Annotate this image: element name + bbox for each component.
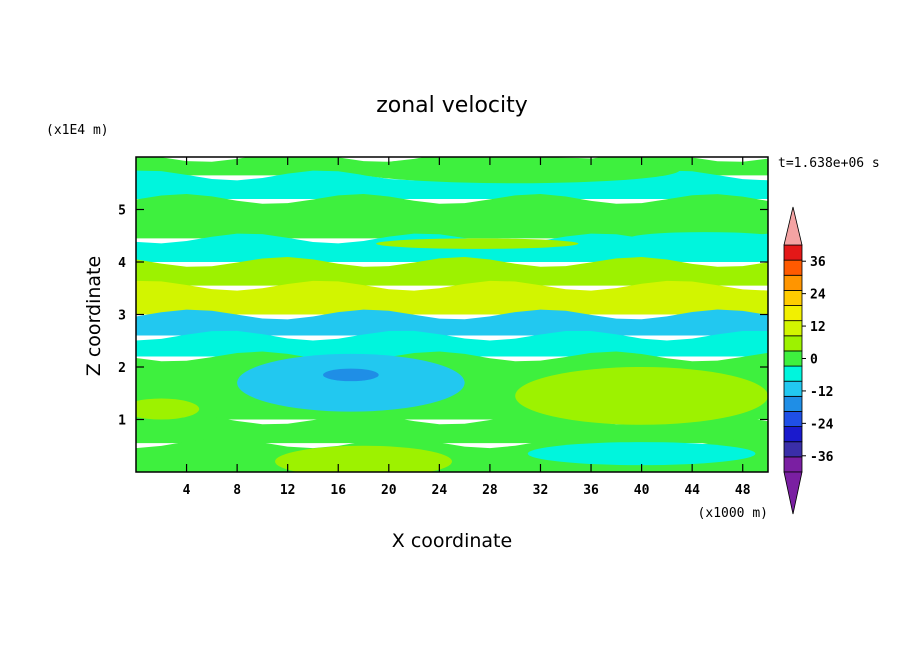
colorbar-segment <box>783 335 803 352</box>
colorbar-segment <box>783 380 803 397</box>
contour-region <box>376 238 579 249</box>
colorbar-segment <box>783 365 803 382</box>
y-tick-label: 4 <box>118 256 126 271</box>
y-tick-label: 2 <box>118 361 126 376</box>
contour-field <box>136 157 768 472</box>
colorbar-label: 12 <box>810 320 826 335</box>
colorbar-label: 0 <box>810 353 818 368</box>
colorbar-label: -12 <box>810 385 833 400</box>
x-tick-label: 12 <box>280 483 296 498</box>
colorbar-segment <box>783 320 803 337</box>
colorbar-segment <box>783 350 803 367</box>
contour-band <box>136 309 768 336</box>
colorbar: 36 24 12 0 -12 -24 -36 <box>783 206 834 515</box>
x-tick-label: 8 <box>233 483 241 498</box>
contour-region <box>628 232 768 245</box>
contour-band <box>136 170 768 199</box>
x-tick-label: 36 <box>583 483 599 498</box>
colorbar-label: 24 <box>810 288 826 303</box>
colorbar-segment <box>783 259 803 276</box>
colorbar-segment <box>783 456 803 473</box>
contour-band <box>136 330 768 357</box>
x-axis-label: X coordinate <box>392 530 512 552</box>
x-tick-label: 48 <box>735 483 751 498</box>
contour-band <box>136 194 768 239</box>
x-tick-label: 32 <box>533 483 549 498</box>
contour-region <box>275 445 452 472</box>
contour-band <box>136 414 768 444</box>
x-tick-label: 4 <box>183 483 191 498</box>
colorbar-label: 36 <box>810 255 826 270</box>
y-tick-label: 1 <box>118 414 126 429</box>
x-axis-ticks: 4 8 12 16 20 24 28 32 36 40 44 48 <box>183 157 751 498</box>
contour-band <box>136 280 768 315</box>
contour-region <box>323 368 379 382</box>
colorbar-segment <box>783 274 803 291</box>
contour-region <box>237 353 465 412</box>
colorbar-segment <box>783 289 803 306</box>
colorbar-label: -36 <box>810 450 834 465</box>
x-tick-label: 44 <box>684 483 700 498</box>
time-label: t=1.638e+06 s <box>778 156 880 171</box>
y-tick-label: 3 <box>118 309 126 324</box>
plot-area <box>135 156 769 473</box>
contour-region <box>350 157 680 184</box>
x-tick-label: 24 <box>432 483 448 498</box>
contour-region <box>515 367 768 425</box>
y-unit-label: (x1E4 m) <box>46 123 109 138</box>
colorbar-segment <box>783 441 803 458</box>
x-tick-label: 20 <box>381 483 397 498</box>
y-axis-ticks: 1 2 3 4 5 <box>118 204 768 429</box>
contour-band <box>136 257 768 286</box>
colorbar-over-arrow <box>783 206 803 246</box>
colorbar-segment <box>783 411 803 428</box>
colorbar-under-arrow <box>783 471 803 515</box>
y-axis-label: Z coordinate <box>83 256 105 376</box>
colorbar-segment <box>783 244 803 261</box>
colorbar-segment <box>783 305 803 322</box>
chart-title: zonal velocity <box>376 93 528 118</box>
contour-region <box>527 442 756 466</box>
x-tick-label: 40 <box>634 483 650 498</box>
x-tick-label: 28 <box>482 483 498 498</box>
contour-region <box>136 398 200 420</box>
colorbar-label: -24 <box>810 417 834 432</box>
x-tick-label: 16 <box>330 483 346 498</box>
y-tick-label: 5 <box>118 204 126 219</box>
x-unit-label: (x1000 m) <box>698 506 768 521</box>
colorbar-segment <box>783 426 803 443</box>
colorbar-segment <box>783 395 803 412</box>
